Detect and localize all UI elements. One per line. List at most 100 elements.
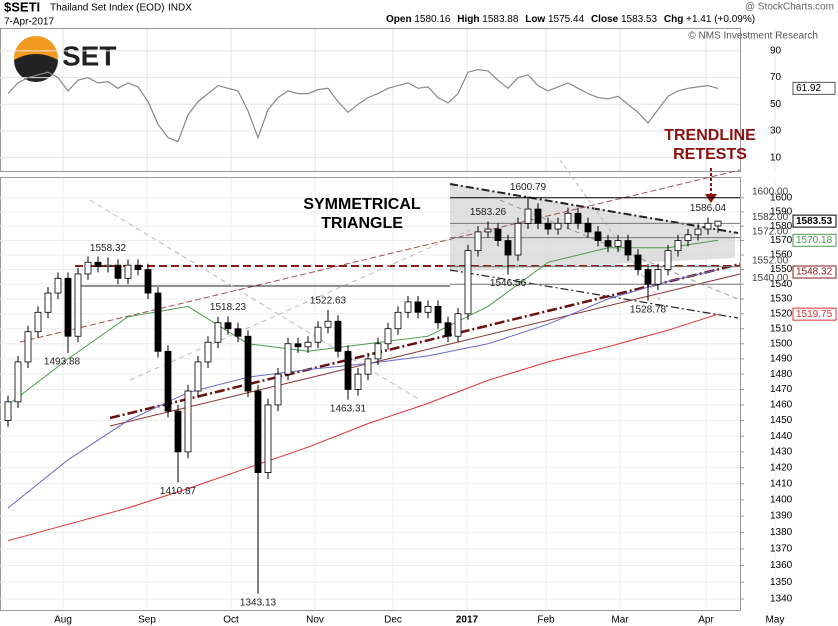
support-line [109,273,741,427]
y-tick-label: 1470 [770,384,793,395]
candle-body [524,208,532,224]
candle-body [154,292,162,352]
value-box [792,81,836,95]
candle-body [94,261,102,268]
date: 7-Apr-2017 [4,17,54,28]
quote-label: Open [386,14,412,25]
y-tick-label: 1420 [770,462,793,473]
level-label: 1572.00 [752,226,789,237]
y-tick-label: 1440 [770,431,793,442]
candle-body [424,305,432,313]
candle-body [194,361,202,392]
candle-body [24,331,32,363]
y-tick-label: 1460 [770,400,793,411]
annotation-text: SYMMETRICAL [303,196,421,213]
value-box [792,265,837,279]
candle-body [144,269,152,294]
candle-body [454,313,462,337]
candle-body [354,373,362,390]
x-tick-label: Aug [54,615,72,626]
value-box [792,214,837,228]
fan-line [559,159,661,301]
triangle-upper [449,183,739,234]
y-tick-label: 1530 [770,294,793,305]
support-line [109,262,741,420]
candle-body [534,208,542,224]
candle-body [364,358,372,375]
candle-body [434,305,442,324]
y-tick-label: 1430 [770,447,793,458]
annotation-text: TRENDLINE [664,127,756,144]
annotation: SYMMETRICAL TRIANGLE TRENDLINE RETESTS [303,127,756,232]
quote-value: 1583.53 [621,14,658,25]
y-tick-label: 1370 [770,544,793,555]
candle-body [234,328,242,337]
candle-body [34,311,42,333]
annotation-text: RETESTS [673,146,747,163]
candle-body [404,301,412,313]
quote-value: 1575.44 [548,14,585,25]
y-tick-label: 1580 [770,221,793,232]
x-tick-label: Mar [611,615,629,626]
price-label: 1600.79 [510,182,547,193]
price-label: 1528.78 [630,304,667,315]
candle-body [564,212,572,224]
y-tick-label: 1540 [770,279,793,290]
candle-body [274,373,282,406]
moving-average [7,313,719,542]
candle-body [264,404,272,473]
candle-body [44,292,52,313]
candle-body [214,322,222,343]
candle-body [394,311,402,330]
price-label: 1410.87 [160,486,197,497]
y-tick-label: 1380 [770,527,793,538]
price-label: 1586.04 [690,203,727,214]
candle-body [314,326,322,343]
candle-body [584,222,592,233]
candle-body [304,341,312,348]
price-label: 1493.88 [44,357,81,368]
candle-body [554,222,562,230]
x-tick-label: Oct [223,615,239,626]
logo-wave [14,54,58,82]
triangle-lower [449,269,739,319]
candle-body [464,250,472,315]
price-label: 1583.26 [470,207,507,218]
candle-body [644,269,652,285]
index-name: Thailand Set Index (EOD) [50,3,165,14]
candle-body [184,390,192,453]
candle-body [64,277,72,337]
price-label: 1518.23 [210,302,247,313]
candle-body [484,228,492,233]
y-tick-label: 30 [770,126,782,137]
level-label: 1582.00 [752,212,789,223]
channel-line [19,169,741,343]
candle-body [244,335,252,392]
x-tick-label: Feb [537,615,555,626]
quote-value: 1580.16 [414,14,451,25]
value-box-label: 1583.53 [796,216,833,227]
candle-body [694,228,702,236]
y-tick-label: 1520 [770,308,793,319]
candle-body [374,343,382,360]
fan-line [499,199,741,301]
candle-body [324,320,332,328]
quote-label: Chg [664,14,683,25]
value-box [792,233,837,247]
price-panel [0,177,741,611]
candle-body [114,264,122,279]
candle-body [54,277,62,294]
candle-body [684,234,692,241]
candle-body [84,261,92,275]
fan-line [89,199,421,401]
y-tick-label: 1390 [770,511,793,522]
candle-body [294,343,302,348]
fan-line [129,229,471,381]
candle-body [284,343,292,375]
value-box-label: 1570.18 [796,235,833,246]
candle-body [124,264,132,279]
candle-body [174,410,182,453]
rsi-line [7,68,719,143]
candle-body [664,250,672,270]
quote-label: Low [525,14,545,25]
